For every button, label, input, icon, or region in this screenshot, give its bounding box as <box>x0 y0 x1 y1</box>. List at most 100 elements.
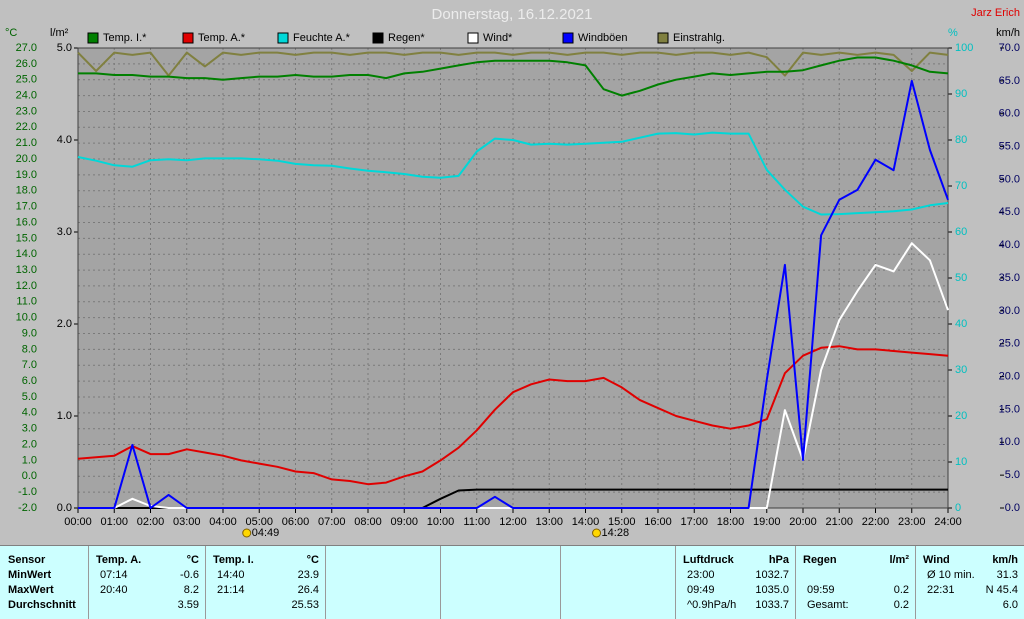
cell-value: 0.2 <box>893 584 909 596</box>
cell-value: 26.4 <box>297 584 319 596</box>
y2-tick-label: 0.0 <box>1005 502 1020 514</box>
y3-tick-label: 2.0 <box>57 318 72 330</box>
legend-label: Windböen <box>578 32 628 44</box>
y-tick-label: -1.0 <box>18 486 37 498</box>
y4-tick-label: 0 <box>955 502 961 514</box>
x-tick-label: 06:00 <box>282 516 310 528</box>
group-unit: °C <box>186 554 199 566</box>
cell-time: 09:49 <box>687 584 715 596</box>
group-title: Luftdruck <box>683 554 734 566</box>
y-tick-label: 15.0 <box>16 232 37 244</box>
y-tick-label: 22.0 <box>16 121 37 133</box>
y2-tick-label: 20.0 <box>999 370 1020 382</box>
y2-tick-label: 65.0 <box>999 75 1020 87</box>
group-title: Temp. I. <box>213 554 254 566</box>
y3-tick-label: 3.0 <box>57 226 72 238</box>
x-tick-label: 05:00 <box>245 516 273 528</box>
x-tick-label: 15:00 <box>608 516 636 528</box>
y2-tick-label: 40.0 <box>999 239 1020 251</box>
y2-tick-label: 35.0 <box>999 272 1020 284</box>
y4-tick-label: 50 <box>955 272 967 284</box>
y-tick-label: 4.0 <box>22 407 37 419</box>
y-tick-label: 25.0 <box>16 74 37 86</box>
cell-time: 09:59 <box>807 584 835 596</box>
y4-tick-label: 70 <box>955 180 967 192</box>
column-divider <box>675 546 676 619</box>
column-divider <box>325 546 326 619</box>
series-line <box>77 51 949 77</box>
cell-time: 21:14 <box>217 584 245 596</box>
cell-time: Ø 10 min. <box>927 569 975 581</box>
y2-tick-label: 5.0 <box>1005 469 1020 481</box>
y-tick-label: 0.0 <box>22 470 37 482</box>
cell-time: 14:40 <box>217 569 245 581</box>
legend-swatch <box>467 32 479 44</box>
y2-tick-label: 10.0 <box>999 436 1020 448</box>
x-tick-label: 14:00 <box>572 516 600 528</box>
cell-value: 8.2 <box>183 584 199 596</box>
cell-value: 31.3 <box>996 569 1018 581</box>
legend-label: Einstrahlg. <box>673 32 725 44</box>
legend-label: Temp. I.* <box>103 32 147 44</box>
y2-tick-label: 30.0 <box>999 305 1020 317</box>
y-tick-label: 17.0 <box>16 201 37 213</box>
cell-value: -0.6 <box>180 569 199 581</box>
group-title: Temp. A. <box>96 554 142 566</box>
y-tick-label: 21.0 <box>16 137 37 149</box>
y-tick-label: 9.0 <box>22 327 37 339</box>
y2-axis-unit: km/h <box>996 27 1020 39</box>
y-tick-label: 24.0 <box>16 89 37 101</box>
x-tick-label: 20:00 <box>789 516 817 528</box>
y3-tick-label: 5.0 <box>57 42 72 54</box>
y-tick-label: 12.0 <box>16 280 37 292</box>
y4-tick-label: 80 <box>955 134 967 146</box>
y4-tick-label: 20 <box>955 410 967 422</box>
row-label: Sensor <box>8 554 46 566</box>
y2-tick-label: 55.0 <box>999 140 1020 152</box>
cell-value: N 45.4 <box>985 584 1018 596</box>
column-divider <box>88 546 89 619</box>
author: Jarz Erich <box>971 7 1020 19</box>
cell-value: 1033.7 <box>755 599 789 611</box>
y-tick-label: 11.0 <box>16 296 37 308</box>
group-unit: °C <box>306 554 319 566</box>
y-tick-label: 3.0 <box>22 423 37 435</box>
y4-tick-label: 90 <box>955 88 967 100</box>
y3-axis-unit: l/m² <box>50 27 69 39</box>
x-tick-label: 03:00 <box>173 516 201 528</box>
row-label: MaxWert <box>8 584 54 596</box>
y-tick-label: 20.0 <box>16 153 37 165</box>
row-label: MinWert <box>8 569 52 581</box>
column-divider <box>915 546 916 619</box>
cell-value: 1032.7 <box>755 569 789 581</box>
x-tick-label: 23:00 <box>898 516 926 528</box>
y-tick-label: 1.0 <box>22 454 37 466</box>
cell-time: 23:00 <box>687 569 715 581</box>
x-tick-label: 10:00 <box>427 516 455 528</box>
x-tick-label: 16:00 <box>644 516 672 528</box>
y2-tick-label: 60.0 <box>999 108 1020 120</box>
y4-axis-unit: % <box>948 27 958 39</box>
y4-tick-label: 30 <box>955 364 967 376</box>
y-tick-label: -2.0 <box>18 502 37 514</box>
x-tick-label: 21:00 <box>825 516 853 528</box>
y2-tick-label: 70.0 <box>999 42 1020 54</box>
legend-label: Regen* <box>388 32 425 44</box>
y-tick-label: 27.0 <box>16 42 37 54</box>
y-tick-label: 13.0 <box>16 264 37 276</box>
x-tick-label: 04:00 <box>209 516 237 528</box>
cell-time: Gesamt: <box>807 599 849 611</box>
x-tick-label: 09:00 <box>390 516 418 528</box>
x-tick-label: 24:00 <box>934 516 962 528</box>
y-tick-label: 5.0 <box>22 391 37 403</box>
y-tick-label: 8.0 <box>22 343 37 355</box>
y4-tick-label: 60 <box>955 226 967 238</box>
legend-label: Feuchte A.* <box>293 32 351 44</box>
cell-time: 20:40 <box>100 584 128 596</box>
cell-value: 1035.0 <box>755 584 789 596</box>
x-tick-label: 17:00 <box>680 516 708 528</box>
group-unit: km/h <box>992 554 1018 566</box>
y2-tick-label: 25.0 <box>999 338 1020 350</box>
annotation-label: 04:49 <box>252 527 280 539</box>
y-tick-label: 18.0 <box>16 185 37 197</box>
